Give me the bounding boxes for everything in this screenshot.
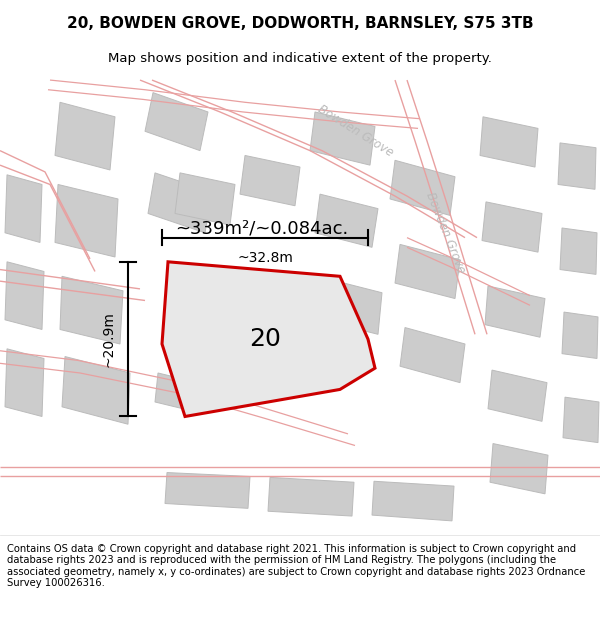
Text: 20: 20 bbox=[249, 327, 281, 351]
Polygon shape bbox=[165, 472, 250, 508]
Polygon shape bbox=[315, 194, 378, 248]
Polygon shape bbox=[55, 184, 118, 257]
Text: ~339m²/~0.084ac.: ~339m²/~0.084ac. bbox=[175, 219, 348, 238]
Polygon shape bbox=[148, 173, 212, 232]
Polygon shape bbox=[558, 143, 596, 189]
Polygon shape bbox=[372, 481, 454, 521]
Polygon shape bbox=[563, 397, 599, 442]
Polygon shape bbox=[482, 202, 542, 252]
Polygon shape bbox=[310, 112, 375, 165]
Polygon shape bbox=[155, 373, 198, 412]
Polygon shape bbox=[62, 356, 130, 424]
Polygon shape bbox=[55, 102, 115, 170]
Polygon shape bbox=[485, 286, 545, 338]
Polygon shape bbox=[390, 160, 455, 216]
Polygon shape bbox=[268, 478, 354, 516]
Polygon shape bbox=[145, 92, 208, 151]
Text: Bowden Grove: Bowden Grove bbox=[315, 103, 395, 160]
Polygon shape bbox=[175, 173, 235, 225]
Polygon shape bbox=[490, 444, 548, 494]
Polygon shape bbox=[480, 117, 538, 167]
Text: Contains OS data © Crown copyright and database right 2021. This information is : Contains OS data © Crown copyright and d… bbox=[7, 544, 586, 588]
Polygon shape bbox=[162, 262, 375, 416]
Text: 20, BOWDEN GROVE, DODWORTH, BARNSLEY, S75 3TB: 20, BOWDEN GROVE, DODWORTH, BARNSLEY, S7… bbox=[67, 16, 533, 31]
Polygon shape bbox=[5, 349, 44, 416]
Polygon shape bbox=[240, 156, 300, 206]
Polygon shape bbox=[562, 312, 598, 359]
Text: ~32.8m: ~32.8m bbox=[237, 251, 293, 265]
Polygon shape bbox=[560, 228, 597, 274]
Polygon shape bbox=[488, 370, 547, 421]
Polygon shape bbox=[400, 328, 465, 382]
Text: Map shows position and indicative extent of the property.: Map shows position and indicative extent… bbox=[108, 52, 492, 65]
Polygon shape bbox=[5, 175, 42, 242]
Polygon shape bbox=[5, 262, 44, 329]
Polygon shape bbox=[395, 244, 460, 299]
Polygon shape bbox=[320, 278, 382, 334]
Polygon shape bbox=[60, 276, 123, 344]
Text: ~20.9m: ~20.9m bbox=[102, 311, 116, 367]
Text: Bowden Grove: Bowden Grove bbox=[423, 191, 467, 275]
